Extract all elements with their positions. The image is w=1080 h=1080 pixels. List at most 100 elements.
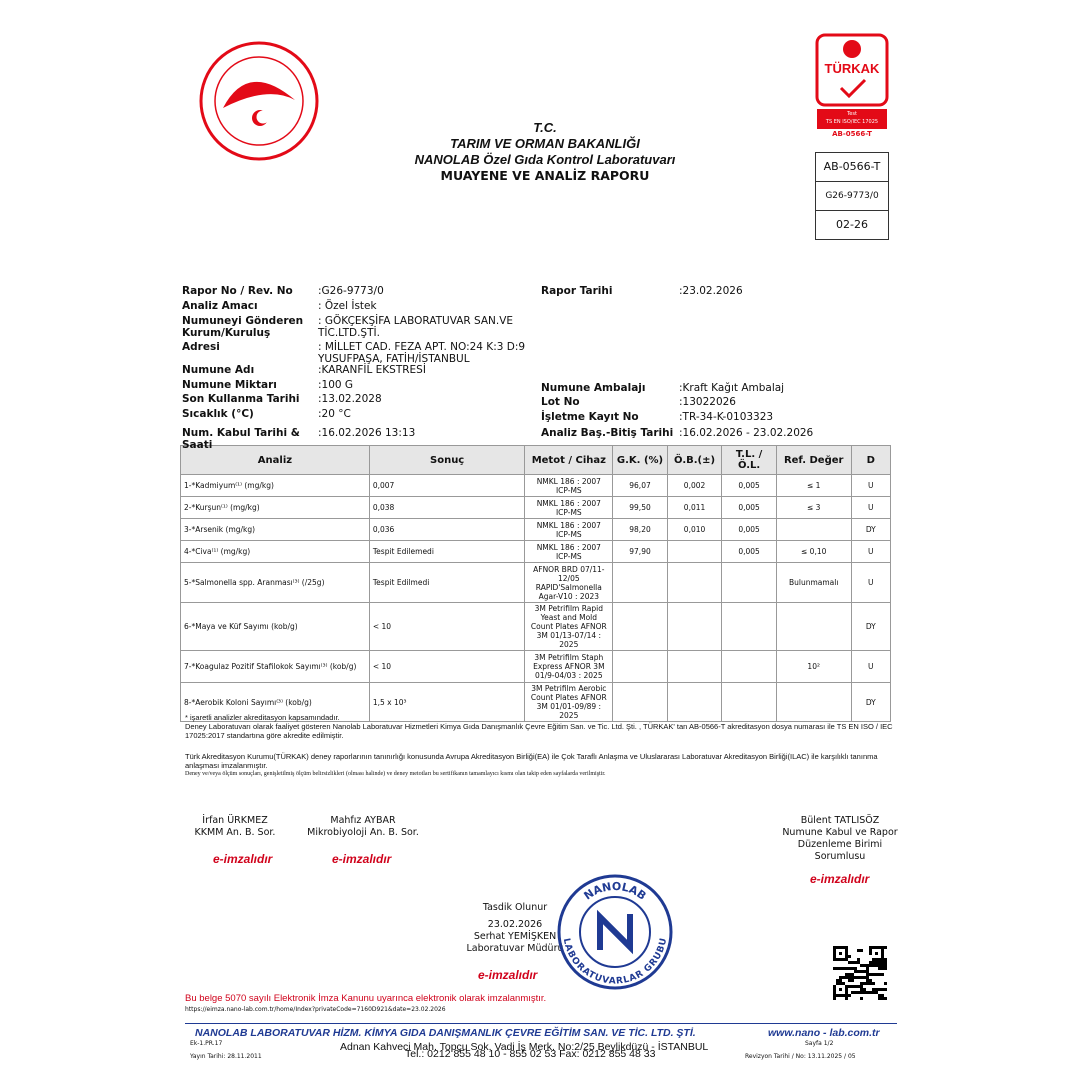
publish-date: Yayın Tarihi: 28.11.2011 <box>190 1053 262 1060</box>
qr-cell <box>860 964 863 967</box>
qr-cell <box>866 982 869 985</box>
qr-cell <box>878 997 881 1000</box>
approval-role: Laboratuvar Müdürü <box>466 943 564 954</box>
stamp-bottom-path: LABORATUVARLAR GRUBU <box>561 937 669 986</box>
cell: 2-*Kurşun⁽¹⁾ (mg/kg) <box>180 496 370 519</box>
qr-cell <box>848 967 851 970</box>
cell: 96,07 <box>612 474 668 497</box>
field-value: :13022026 <box>679 396 736 408</box>
signature: İrfan ÜRKMEZ KKMM An. B. Sor. <box>185 815 285 839</box>
sig-name: Bülent TATLISÖZ <box>800 815 880 826</box>
code-box: AB-0566-T G26-9773/0 02-26 <box>815 152 889 240</box>
qr-cell <box>869 961 872 964</box>
qr-cell <box>854 970 857 973</box>
qr-cell <box>881 952 884 955</box>
sig-name: Mahfız AYBAR <box>330 815 396 826</box>
qr-cell <box>839 958 842 961</box>
qr-cell <box>872 958 875 961</box>
qr-cell <box>869 952 872 955</box>
cell <box>612 650 668 683</box>
cell <box>666 540 723 563</box>
qr-cell <box>845 967 848 970</box>
qr-cell <box>833 958 836 961</box>
cell: Tespit Edilemedi <box>368 540 526 563</box>
cell: 0,005 <box>721 518 777 541</box>
qr-cell <box>848 994 851 997</box>
qr-cell <box>842 982 845 985</box>
qr-cell <box>878 988 881 991</box>
qr-code <box>833 946 887 1000</box>
qr-cell <box>833 997 836 1000</box>
field-label: Numune Ambalajı <box>541 382 646 394</box>
cell <box>775 518 852 541</box>
qr-cell <box>833 952 836 955</box>
qr-cell <box>878 958 881 961</box>
qr-cell <box>857 949 860 952</box>
qr-cell <box>839 979 842 982</box>
field-label: Adresi <box>182 341 220 353</box>
qr-cell <box>839 976 842 979</box>
field-label: İşletme Kayıt No <box>541 411 639 423</box>
phone: Tel.: 0212 855 48 10 - 855 02 53 Fax: 02… <box>405 1048 656 1060</box>
qr-cell <box>854 961 857 964</box>
cell: 0,005 <box>721 474 777 497</box>
cell: 97,90 <box>612 540 668 563</box>
cell <box>721 682 777 722</box>
qr-cell <box>878 961 881 964</box>
qr-cell <box>860 985 863 988</box>
qr-cell <box>839 946 842 949</box>
qr-cell <box>866 976 869 979</box>
field-label: Sıcaklık (°C) <box>182 408 254 420</box>
qr-cell <box>866 964 869 967</box>
qr-cell <box>875 991 878 994</box>
cell: 8-*Aerobik Koloni Sayımı⁽³⁾ (kob/g) <box>180 682 370 722</box>
qr-cell <box>845 958 848 961</box>
qr-cell <box>848 979 851 982</box>
esign: e-imzalıdır <box>332 852 392 866</box>
qr-cell <box>866 973 869 976</box>
qr-cell <box>872 961 875 964</box>
qr-cell <box>833 991 836 994</box>
qr-cell <box>872 964 875 967</box>
qr-cell <box>872 991 875 994</box>
field-label: Analiz Amacı <box>182 300 258 312</box>
cell: < 10 <box>368 650 526 683</box>
qr-cell <box>875 946 878 949</box>
qr-cell <box>866 979 869 982</box>
qr-cell <box>863 988 866 991</box>
cell: 0,005 <box>721 540 777 563</box>
qr-cell <box>839 967 842 970</box>
field-label: Numune Miktarı <box>182 379 277 391</box>
qr-cell <box>872 946 875 949</box>
qr-cell <box>833 949 836 952</box>
cell: NMKL 186 : 2007 ICP-MS <box>524 540 614 563</box>
cell: 5-*Salmonella spp. Aranması⁽³⁾ (/25g) <box>180 562 370 603</box>
cell: 3-*Arsenik (mg/kg) <box>180 518 370 541</box>
qr-cell <box>860 976 863 979</box>
qr-cell <box>884 988 887 991</box>
cell: 10² <box>775 650 852 683</box>
qr-cell <box>842 946 845 949</box>
note: Deney ve/veya ölçüm sonuçları, genişleti… <box>185 771 606 777</box>
qr-cell <box>881 946 884 949</box>
qr-cell <box>839 994 842 997</box>
row: 4-*Civa⁽¹⁾ (mg/kg) Tespit Edilemedi NMKL 1… <box>180 540 892 563</box>
qr-cell <box>881 988 884 991</box>
cell: AFNOR BRD 07/11-12/05 RAPID'Salmonella A… <box>524 562 614 603</box>
cell: < 10 <box>368 602 526 651</box>
qr-cell <box>860 949 863 952</box>
revision: Revizyon Tarihi / No: 13.11.2025 / 05 <box>745 1053 856 1060</box>
cell: 3M Petrifilm Aerobic Count Plates AFNOR … <box>524 682 614 722</box>
cell: U <box>850 540 892 563</box>
qr-cell <box>842 958 845 961</box>
code: AB-0566-T <box>815 152 889 182</box>
qr-cell <box>860 970 863 973</box>
esign-notice: Bu belge 5070 sayılı Elektronik İmza Kan… <box>185 993 547 1004</box>
qr-cell <box>842 976 845 979</box>
cell: DY <box>850 602 892 651</box>
field-value: :20 °C <box>318 408 351 420</box>
field-value: :G26-9773/0 <box>318 285 384 297</box>
cell: 98,20 <box>612 518 668 541</box>
qr-cell <box>872 988 875 991</box>
row: 5-*Salmonella spp. Aranması⁽³⁾ (/25g) Tes… <box>180 562 892 603</box>
